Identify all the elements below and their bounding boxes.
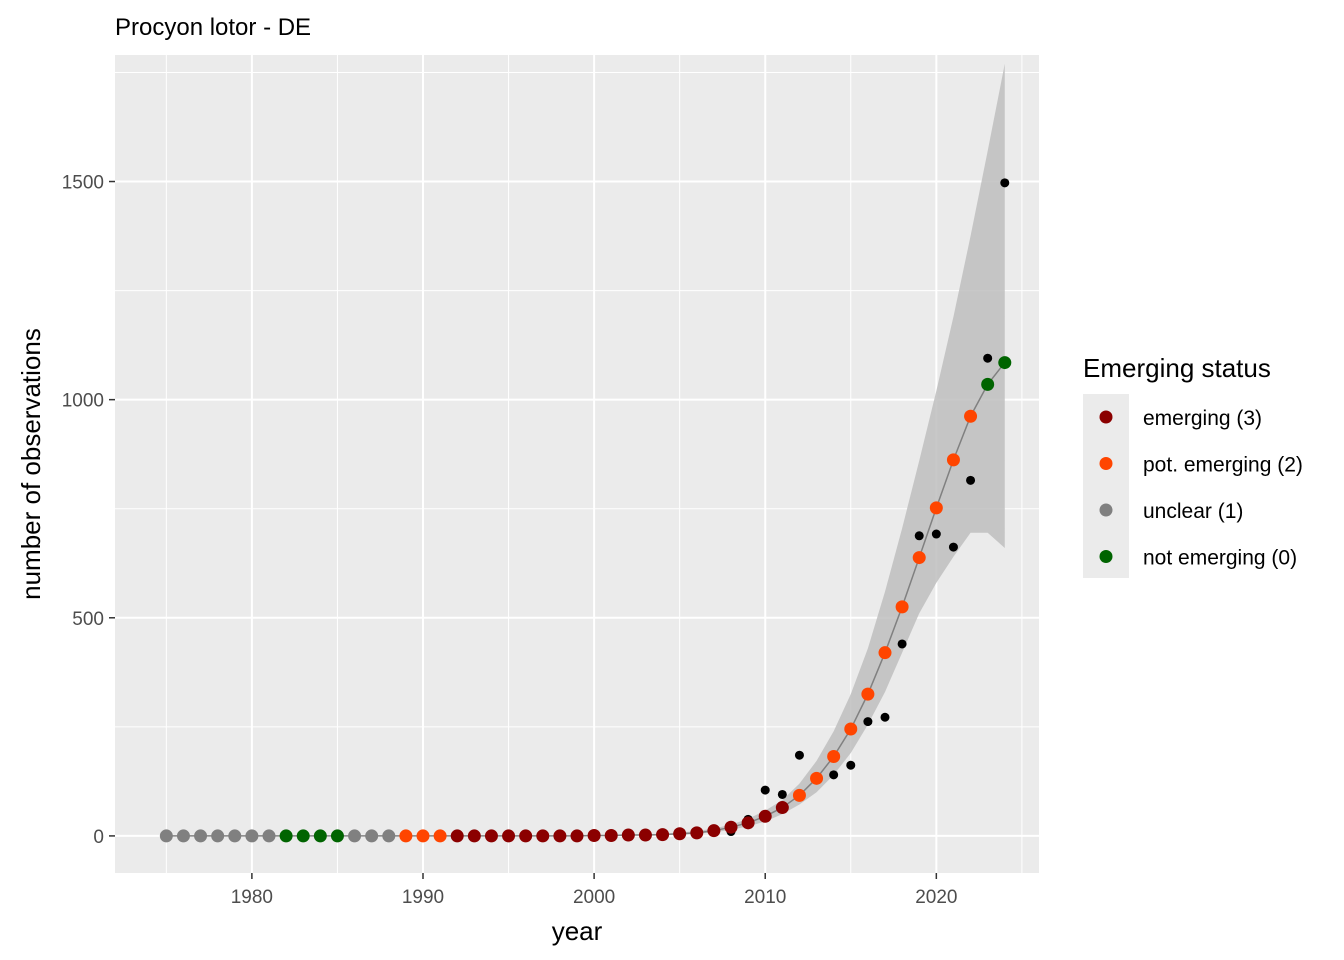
fitted-point [656, 828, 670, 842]
fitted-point [946, 453, 960, 467]
y-axis: 0 500 1000 1500 [62, 173, 115, 848]
fitted-point [348, 829, 362, 843]
fitted-point [313, 829, 327, 843]
fitted-point [467, 829, 481, 843]
observed-point [880, 712, 890, 722]
observed-point [863, 717, 873, 727]
x-tick-label: 2010 [744, 887, 786, 908]
y-axis-title: number of observations [16, 328, 46, 600]
x-tick-label: 1980 [231, 887, 273, 908]
fitted-point [827, 750, 841, 764]
fitted-point [775, 801, 789, 815]
legend-title: Emerging status [1083, 353, 1271, 383]
observed-point [897, 639, 907, 649]
fitted-point [673, 827, 687, 841]
x-tick-label: 1990 [402, 887, 444, 908]
observed-point [1000, 178, 1010, 188]
legend-key [1099, 550, 1113, 563]
legend-label: unclear (1) [1143, 500, 1243, 523]
fitted-point [245, 829, 259, 843]
fitted-point [638, 828, 652, 842]
observed-point [948, 542, 958, 552]
fitted-point [159, 829, 173, 843]
fitted-point [365, 829, 379, 843]
fitted-point [981, 377, 995, 391]
observed-point [829, 770, 839, 780]
legend: Emerging status emerging (3) pot. emergin… [1083, 353, 1303, 578]
observed-point [931, 529, 941, 539]
observed-point [760, 785, 770, 795]
legend-key [1099, 457, 1113, 470]
observed-point [983, 353, 993, 363]
fitted-point [690, 826, 704, 840]
legend-label: pot. emerging (2) [1143, 454, 1303, 477]
chart-title: Procyon lotor - DE [115, 14, 311, 41]
fitted-point [382, 829, 396, 843]
observed-point [966, 475, 976, 485]
fitted-point [878, 646, 892, 660]
fitted-point [416, 829, 430, 843]
fitted-point [758, 809, 772, 823]
fitted-point [570, 829, 584, 843]
x-tick-label: 2020 [915, 887, 957, 908]
fitted-point [587, 828, 601, 842]
legend-key [1099, 410, 1113, 424]
fitted-point [998, 356, 1012, 370]
fitted-point [262, 829, 276, 843]
fitted-point [433, 829, 447, 843]
fitted-point [296, 829, 310, 843]
fitted-point [895, 600, 909, 614]
y-tick-label: 500 [72, 609, 104, 630]
fitted-point [450, 829, 464, 843]
grid-minor [115, 55, 1039, 873]
fitted-point [792, 788, 806, 802]
x-tick-label: 2000 [573, 887, 615, 908]
y-tick-label: 1000 [62, 391, 104, 412]
grid-major [115, 55, 1039, 873]
observed-point [914, 531, 924, 541]
y-tick-label: 1500 [62, 173, 104, 194]
fitted-point [861, 687, 875, 701]
x-axis-title: year [552, 916, 603, 946]
fitted-point [964, 409, 978, 423]
fitted-point [519, 829, 533, 843]
plot-panel [115, 55, 1039, 873]
fitted-point [194, 829, 208, 843]
legend-label: not emerging (0) [1143, 547, 1297, 570]
legend-key [1099, 503, 1113, 517]
fitted-point [484, 829, 498, 843]
fitted-point [330, 829, 344, 843]
observed-point [794, 750, 804, 760]
fitted-point [176, 829, 190, 843]
x-axis: 1980 1990 2000 2010 2020 [231, 873, 957, 908]
legend-label: emerging (3) [1143, 407, 1262, 430]
fitted-point [502, 829, 516, 843]
fitted-point [536, 829, 550, 843]
legend-key-background [1083, 394, 1129, 578]
fitted-point [844, 722, 858, 736]
fitted-points [159, 356, 1012, 843]
fitted-point [279, 829, 293, 843]
fitted-point [929, 501, 943, 515]
fitted-point [553, 829, 567, 843]
fitted-point [211, 829, 225, 843]
fitted-point [228, 829, 242, 843]
observed-point [777, 789, 787, 799]
fitted-point [810, 771, 824, 785]
fitted-point [604, 828, 618, 842]
legend-items: emerging (3) pot. emerging (2) unclear (1)… [1099, 407, 1303, 570]
fitted-point [724, 820, 738, 834]
y-tick-label: 0 [93, 827, 104, 848]
fitted-point [399, 829, 413, 843]
fitted-point [741, 816, 755, 830]
observed-point [846, 760, 856, 770]
fitted-point [707, 824, 721, 838]
fitted-point [621, 828, 635, 842]
fitted-point [912, 551, 926, 565]
